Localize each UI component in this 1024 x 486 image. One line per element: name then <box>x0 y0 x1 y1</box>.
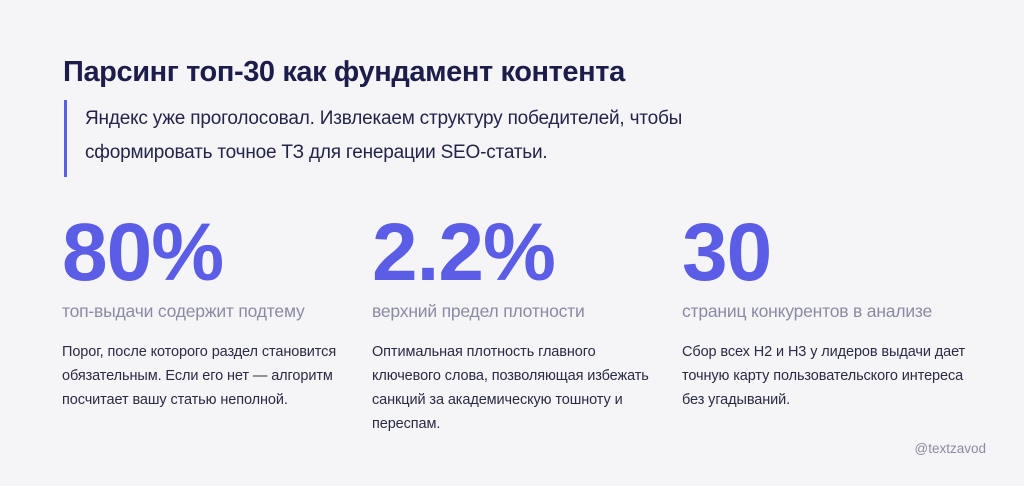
stat-value: 80% <box>62 207 224 298</box>
stat-description: Оптимальная плотность главного ключевого… <box>372 344 649 432</box>
stat-card-3: 30 страниц конкурентов в анализе Сбор вс… <box>682 210 974 412</box>
stat-card-1: 80% топ-выдачи содержит подтему Порог, п… <box>62 210 354 412</box>
stat-description: Порог, после которого раздел становится … <box>62 344 337 408</box>
lead-text: Яндекс уже проголосовал. Извлекаем струк… <box>85 108 683 163</box>
stat-caption: верхний предел плотности <box>372 301 585 321</box>
page-title: Парсинг топ-30 как фундамент контента <box>63 56 625 88</box>
stat-value: 30 <box>682 207 772 298</box>
stat-description: Сбор всех H2 и H3 у лидеров выдачи дает … <box>682 344 966 408</box>
stat-value: 2.2% <box>372 207 556 298</box>
stat-card-2: 2.2% верхний предел плотности Оптимальна… <box>372 210 664 436</box>
stat-caption: страниц конкурентов в анализе <box>682 301 933 321</box>
author-handle: @textzavod <box>914 441 987 456</box>
stat-caption: топ-выдачи содержит подтему <box>62 301 305 321</box>
lead-block: Яндекс уже проголосовал. Извлекаем струк… <box>64 100 787 177</box>
